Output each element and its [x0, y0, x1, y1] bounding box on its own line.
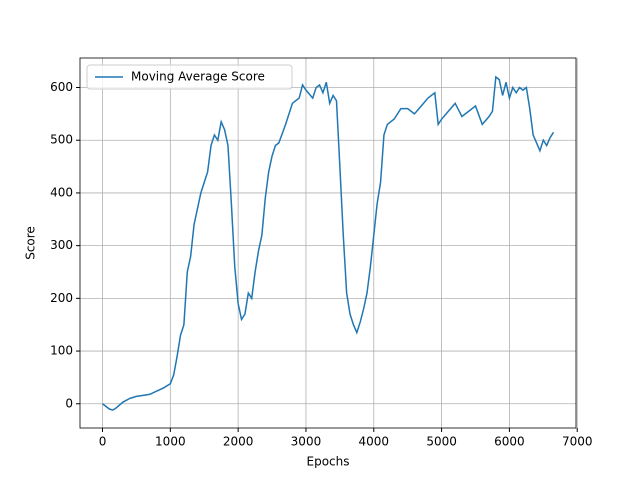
legend-box: [86, 64, 293, 90]
x-tick-label: 4000: [359, 435, 390, 449]
plot-frame: [79, 57, 577, 429]
x-tick-label: 2000: [223, 435, 254, 449]
y-tick-label: 0: [65, 396, 73, 410]
legend-label: Moving Average Score: [131, 70, 265, 84]
y-tick-label: 600: [50, 80, 73, 94]
x-tick-label: 5000: [426, 435, 457, 449]
y-axis-label: Score: [24, 226, 38, 260]
y-tick-label: 400: [50, 185, 73, 199]
data-line: [102, 75, 555, 411]
x-tick-label: 6000: [494, 435, 525, 449]
y-tick-label: 500: [50, 133, 73, 147]
x-tick-label: 3000: [291, 435, 322, 449]
x-axis-label: Epochs: [307, 455, 350, 469]
x-tick-label: 1000: [155, 435, 186, 449]
x-tick-label: 0: [99, 435, 107, 449]
y-tick-label: 200: [50, 291, 73, 305]
y-tick-label: 300: [50, 238, 73, 252]
x-tick-label: 7000: [562, 435, 593, 449]
y-tick-label: 100: [50, 344, 73, 358]
